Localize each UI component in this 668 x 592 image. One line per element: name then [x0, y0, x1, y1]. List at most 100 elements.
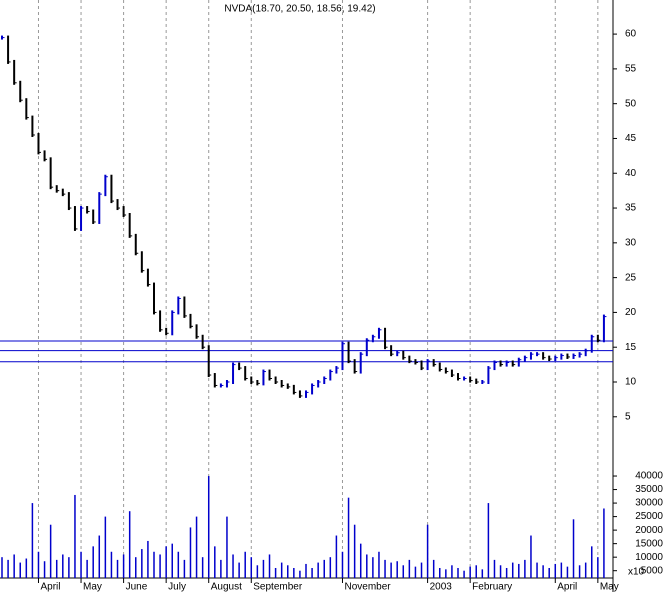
volume-bar: [49, 524, 52, 578]
y-tick-label: 40: [625, 168, 637, 179]
y-tick-label: 20: [625, 307, 637, 318]
volume-unit: x10: [628, 567, 645, 578]
volume-bar: [347, 497, 350, 578]
volume-bar: [305, 563, 307, 578]
volume-bar: [384, 559, 386, 578]
volume-bar: [128, 511, 131, 578]
volume-bar: [220, 559, 222, 578]
volume-tick-label: 15000: [635, 538, 663, 549]
volume-bar: [274, 567, 277, 578]
volume-bar: [591, 546, 593, 578]
volume-bar: [55, 559, 58, 578]
volume-bar: [566, 566, 569, 578]
volume-bar: [238, 562, 240, 578]
volume-bar: [481, 569, 484, 578]
volume-bar: [262, 559, 265, 578]
volume-bar: [366, 554, 368, 578]
volume-bar: [207, 476, 210, 578]
volume-bar: [445, 569, 447, 578]
volume-bar: [268, 554, 271, 578]
volume-bar: [7, 559, 9, 578]
x-tick-label: September: [253, 582, 303, 592]
x-tick-label: April: [557, 582, 577, 592]
volume-bar: [116, 559, 119, 578]
volume-bar: [426, 524, 429, 578]
x-tick-label: June: [126, 582, 148, 592]
volume-bar: [13, 554, 15, 578]
volume-bar: [62, 554, 64, 578]
volume-tick-label: 10000: [635, 552, 663, 563]
volume-bar: [463, 570, 465, 578]
volume-bar: [177, 551, 180, 578]
x-tick-label: February: [472, 582, 512, 592]
volume-bar: [299, 570, 301, 578]
x-tick-label: November: [344, 582, 391, 592]
volume-tick-label: 20000: [635, 525, 663, 536]
y-tick-label: 30: [625, 237, 637, 248]
volume-bar: [402, 565, 405, 578]
volume-bar: [505, 567, 508, 578]
volume-bar: [311, 567, 313, 578]
volume-bar: [250, 557, 253, 578]
volume-tick-label: 5000: [641, 565, 664, 576]
volume-bar: [244, 551, 246, 578]
volume-bar: [420, 562, 423, 578]
volume-bar: [372, 557, 374, 578]
volume-bar: [439, 567, 441, 578]
x-tick-label: 2003: [430, 582, 453, 592]
volume-bar: [457, 567, 459, 578]
volume-bar: [414, 566, 417, 578]
volume-bar: [499, 565, 502, 578]
volume-bar: [378, 551, 380, 578]
y-tick-label: 10: [625, 377, 637, 388]
volume-bar: [335, 535, 338, 578]
volume-bar: [147, 540, 149, 578]
volume-bar: [232, 554, 234, 578]
volume-bar: [432, 559, 435, 578]
volume-bar: [165, 546, 167, 578]
volume-bar: [122, 554, 125, 578]
volume-bar: [572, 519, 575, 578]
volume-bar: [25, 558, 28, 578]
volume-bar: [518, 563, 520, 578]
volume-bar: [92, 546, 94, 578]
x-tick-label: May: [600, 582, 619, 592]
volume-tick-label: 30000: [635, 498, 663, 509]
y-tick-label: 55: [625, 64, 637, 75]
volume-bar: [475, 565, 477, 578]
volume-tick-label: 35000: [635, 484, 663, 495]
volume-bar: [469, 566, 471, 578]
volume-bar: [353, 524, 356, 578]
volume-bar: [542, 565, 544, 578]
volume-bar: [578, 565, 581, 578]
volume-bar: [226, 516, 228, 578]
volume-bar: [1, 557, 3, 578]
volume-bar: [597, 557, 599, 578]
volume-bar: [487, 503, 490, 578]
volume-bar: [584, 562, 587, 578]
volume-bar: [390, 562, 392, 578]
volume-tick-label: 40000: [635, 471, 663, 482]
volume-bar: [511, 562, 514, 578]
volume-bar: [524, 559, 526, 578]
volume-bar: [37, 551, 40, 578]
volume-bar: [603, 508, 605, 578]
volume-bar: [560, 562, 563, 578]
volume-bar: [104, 516, 107, 578]
x-tick-label: April: [40, 582, 60, 592]
volume-bar: [68, 557, 70, 578]
volume-bar: [554, 563, 557, 578]
volume-bar: [195, 516, 198, 578]
y-tick-label: 5: [625, 411, 631, 422]
volume-bar: [493, 559, 496, 578]
y-tick-label: 15: [625, 342, 637, 353]
volume-bar: [141, 549, 143, 578]
volume-bar: [341, 551, 344, 578]
volume-bar: [135, 557, 137, 578]
y-tick-label: 25: [625, 272, 637, 283]
volume-bar: [110, 551, 113, 578]
volume-bar: [317, 562, 319, 578]
